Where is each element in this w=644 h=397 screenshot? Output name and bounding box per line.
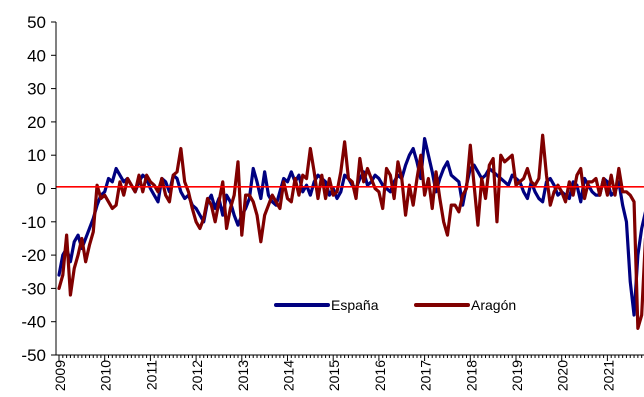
y-tick-label: 30: [27, 80, 46, 99]
series-line-aragon: [57, 133, 644, 330]
x-tick-label: 2012: [189, 360, 205, 391]
y-tick-label: 0: [37, 180, 46, 199]
y-tick-label: -20: [21, 246, 46, 265]
x-tick-label: 2018: [463, 360, 479, 391]
x-tick-label: 2020: [555, 360, 571, 391]
x-tick-label: 2009: [52, 360, 68, 391]
x-tick-label: 2016: [372, 360, 388, 391]
x-tick-label: 2019: [509, 360, 525, 391]
x-tick-label: 2013: [235, 360, 251, 391]
plot-area: [56, 133, 644, 330]
x-tick-label: 2010: [98, 360, 114, 391]
y-tick-label: -10: [21, 213, 46, 232]
y-tick-label: -30: [21, 279, 46, 298]
y-tick-label: 40: [27, 46, 46, 65]
y-tick-label: -40: [21, 313, 46, 332]
x-tick-label: 2015: [326, 360, 342, 391]
x-tick-label: 2011: [143, 360, 159, 390]
x-tick-label: 2017: [418, 360, 434, 391]
legend: España Aragón: [274, 297, 516, 313]
axes: -50 -40 -30 -20 -10 0 10 20 30 40 50 2009 2010 2011 20…: [21, 13, 644, 391]
legend-label: Aragón: [471, 297, 516, 313]
y-tick-label: -50: [21, 346, 46, 365]
x-tick-label: 2021: [600, 360, 616, 391]
x-tick-label: 2014: [281, 360, 297, 391]
legend-label: España: [331, 297, 379, 313]
y-tick-label: 20: [27, 113, 46, 132]
y-tick-label: 10: [27, 146, 46, 165]
y-tick-label: 50: [27, 13, 46, 32]
